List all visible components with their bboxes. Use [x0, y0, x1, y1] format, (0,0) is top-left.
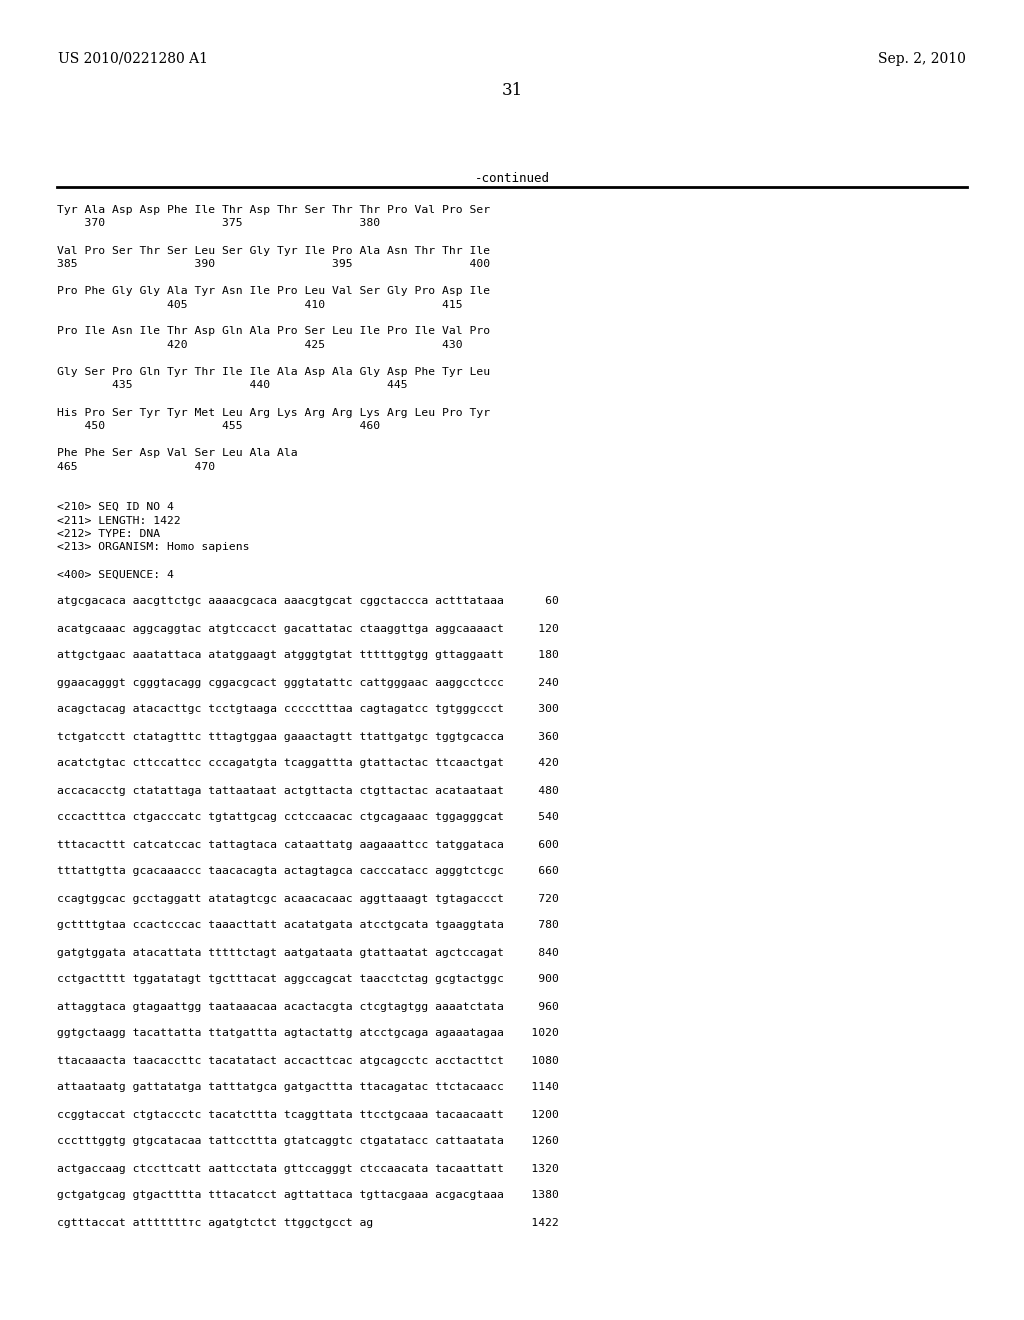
Text: gatgtggata atacattata tttttctagt aatgataata gtattaatat agctccagat     840: gatgtggata atacattata tttttctagt aatgata…: [57, 948, 559, 957]
Text: ggtgctaagg tacattatta ttatgattta agtactattg atcctgcaga agaaatagaa    1020: ggtgctaagg tacattatta ttatgattta agtacta…: [57, 1028, 559, 1039]
Text: 420                 425                 430: 420 425 430: [57, 341, 463, 350]
Text: Val Pro Ser Thr Ser Leu Ser Gly Tyr Ile Pro Ala Asn Thr Thr Ile: Val Pro Ser Thr Ser Leu Ser Gly Tyr Ile …: [57, 246, 490, 256]
Text: <211> LENGTH: 1422: <211> LENGTH: 1422: [57, 516, 181, 525]
Text: 450                 455                 460: 450 455 460: [57, 421, 380, 432]
Text: acagctacag atacacttgc tcctgtaaga ccccctttaa cagtagatcc tgtgggccct     300: acagctacag atacacttgc tcctgtaaga ccccctt…: [57, 705, 559, 714]
Text: Sep. 2, 2010: Sep. 2, 2010: [879, 51, 966, 66]
Text: ccagtggcac gcctaggatt atatagtcgc acaacacaac aggttaaagt tgtagaccct     720: ccagtggcac gcctaggatt atatagtcgc acaacac…: [57, 894, 559, 903]
Text: tctgatcctt ctatagtttc tttagtggaa gaaactagtt ttattgatgc tggtgcacca     360: tctgatcctt ctatagtttc tttagtggaa gaaacta…: [57, 731, 559, 742]
Text: attgctgaac aaatattaca atatggaagt atgggtgtat tttttggtgg gttaggaatt     180: attgctgaac aaatattaca atatggaagt atgggtg…: [57, 651, 559, 660]
Text: gctgatgcag gtgactttta tttacatcct agttattaca tgttacgaaa acgacgtaaa    1380: gctgatgcag gtgactttta tttacatcct agttatt…: [57, 1191, 559, 1200]
Text: 435                 440                 445: 435 440 445: [57, 380, 408, 391]
Text: <212> TYPE: DNA: <212> TYPE: DNA: [57, 529, 160, 539]
Text: ccggtaccat ctgtaccctc tacatcttta tcaggttata ttcctgcaaa tacaacaatt    1200: ccggtaccat ctgtaccctc tacatcttta tcaggtt…: [57, 1110, 559, 1119]
Text: Pro Phe Gly Gly Ala Tyr Asn Ile Pro Leu Val Ser Gly Pro Asp Ile: Pro Phe Gly Gly Ala Tyr Asn Ile Pro Leu …: [57, 286, 490, 296]
Text: 370                 375                 380: 370 375 380: [57, 219, 380, 228]
Text: cccactttca ctgacccatc tgtattgcag cctccaacac ctgcagaaac tggagggcat     540: cccactttca ctgacccatc tgtattgcag cctccaa…: [57, 813, 559, 822]
Text: attaggtaca gtagaattgg taataaacaa acactacgta ctcgtagtgg aaaatctata     960: attaggtaca gtagaattgg taataaacaa acactac…: [57, 1002, 559, 1011]
Text: 405                 410                 415: 405 410 415: [57, 300, 463, 309]
Text: ccctttggtg gtgcatacaa tattccttta gtatcaggtc ctgatatacc cattaatata    1260: ccctttggtg gtgcatacaa tattccttta gtatcag…: [57, 1137, 559, 1147]
Text: cgtttaccat atttttttтc agatgtctct ttggctgcct ag                       1422: cgtttaccat atttttttтc agatgtctct ttggctg…: [57, 1217, 559, 1228]
Text: Phe Phe Ser Asp Val Ser Leu Ala Ala: Phe Phe Ser Asp Val Ser Leu Ala Ala: [57, 447, 298, 458]
Text: cctgactttt tggatatagt tgctttacat aggccagcat taacctctag gcgtactggc     900: cctgactttt tggatatagt tgctttacat aggccag…: [57, 974, 559, 985]
Text: tttattgtta gcacaaaccc taacacagta actagtagca cacccatacc agggtctcgc     660: tttattgtta gcacaaaccc taacacagta actagta…: [57, 866, 559, 876]
Text: atgcgacaca aacgttctgc aaaacgcaca aaacgtgcat cggctaccca actttataaа      60: atgcgacaca aacgttctgc aaaacgcaca aaacgtg…: [57, 597, 559, 606]
Text: tttacacttt catcatccac tattagtaca cataattatg aagaaattcc tatggataca     600: tttacacttt catcatccac tattagtaca cataatt…: [57, 840, 559, 850]
Text: accacacctg ctatattaga tattaataat actgttacta ctgttactac acataataat     480: accacacctg ctatattaga tattaataat actgtta…: [57, 785, 559, 796]
Text: gcttttgtaa ccactcccac taaacttatt acatatgata atcctgcata tgaaggtata     780: gcttttgtaa ccactcccac taaacttatt acatatg…: [57, 920, 559, 931]
Text: 465                 470: 465 470: [57, 462, 215, 471]
Text: <210> SEQ ID NO 4: <210> SEQ ID NO 4: [57, 502, 174, 512]
Text: ttacaaacta taacaccttc tacatatact accacttcac atgcagcctc acctacttct    1080: ttacaaacta taacaccttc tacatatact accactt…: [57, 1056, 559, 1065]
Text: <400> SEQUENCE: 4: <400> SEQUENCE: 4: [57, 569, 174, 579]
Text: attaataatg gattatatga tatttatgca gatgacttta ttacagatac ttctacaacc    1140: attaataatg gattatatga tatttatgca gatgact…: [57, 1082, 559, 1093]
Text: acatctgtac cttccattcc cccagatgta tcaggattta gtattactac ttcaactgat     420: acatctgtac cttccattcc cccagatgta tcaggat…: [57, 759, 559, 768]
Text: actgaccaag ctccttcatt aattcctata gttccagggt ctccaacata tacaattatt    1320: actgaccaag ctccttcatt aattcctata gttccag…: [57, 1163, 559, 1173]
Text: <213> ORGANISM: Homo sapiens: <213> ORGANISM: Homo sapiens: [57, 543, 250, 553]
Text: ggaacagggt cgggtacagg cggacgcact gggtatattc cattgggaac aaggcctccc     240: ggaacagggt cgggtacagg cggacgcact gggtata…: [57, 677, 559, 688]
Text: acatgcaaac aggcaggtac atgtccacct gacattatac ctaaggttga aggcaaaact     120: acatgcaaac aggcaggtac atgtccacct gacatta…: [57, 623, 559, 634]
Text: 31: 31: [502, 82, 522, 99]
Text: -continued: -continued: [474, 172, 550, 185]
Text: Tyr Ala Asp Asp Phe Ile Thr Asp Thr Ser Thr Thr Pro Val Pro Ser: Tyr Ala Asp Asp Phe Ile Thr Asp Thr Ser …: [57, 205, 490, 215]
Text: 385                 390                 395                 400: 385 390 395 400: [57, 259, 490, 269]
Text: His Pro Ser Tyr Tyr Met Leu Arg Lys Arg Arg Lys Arg Leu Pro Tyr: His Pro Ser Tyr Tyr Met Leu Arg Lys Arg …: [57, 408, 490, 417]
Text: Pro Ile Asn Ile Thr Asp Gln Ala Pro Ser Leu Ile Pro Ile Val Pro: Pro Ile Asn Ile Thr Asp Gln Ala Pro Ser …: [57, 326, 490, 337]
Text: Gly Ser Pro Gln Tyr Thr Ile Ile Ala Asp Ala Gly Asp Phe Tyr Leu: Gly Ser Pro Gln Tyr Thr Ile Ile Ala Asp …: [57, 367, 490, 378]
Text: US 2010/0221280 A1: US 2010/0221280 A1: [58, 51, 208, 66]
